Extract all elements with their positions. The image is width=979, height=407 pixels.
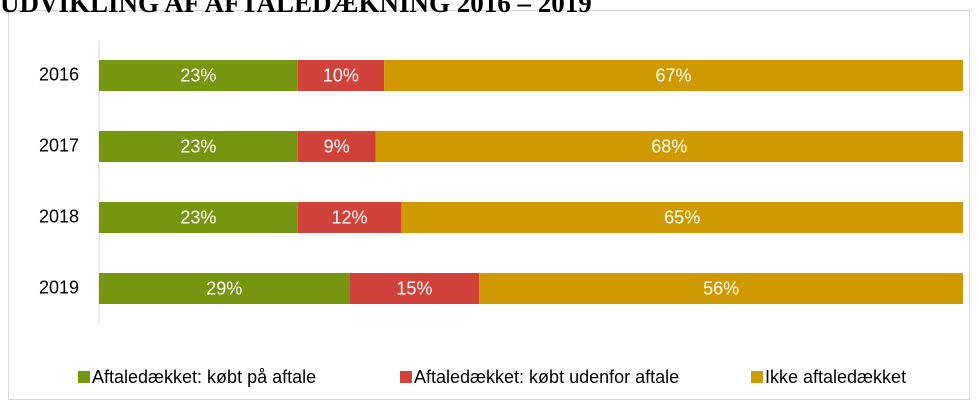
bar-segment [479, 273, 963, 304]
data-label: 65% [664, 207, 700, 227]
data-label: 67% [656, 65, 692, 85]
legend-swatch [78, 371, 90, 383]
bar-segment [297, 131, 376, 162]
bar-segment [349, 273, 480, 304]
y-tick-label: 2018 [39, 206, 79, 226]
y-tick-label: 2019 [39, 277, 79, 297]
y-tick-label: 2016 [39, 64, 79, 84]
data-label: 23% [180, 65, 216, 85]
data-label: 29% [206, 278, 242, 298]
bar-segment [99, 202, 298, 233]
y-tick-label: 2017 [39, 135, 79, 155]
bar-segment [401, 202, 963, 233]
bar-segment [297, 202, 402, 233]
data-label: 10% [323, 65, 359, 85]
bar-segment [99, 60, 298, 91]
chart-title: UDVIKLING AF AFTALEDÆKNING 2016 – 2019 [0, 0, 592, 18]
legend-label: Aftaledækket: købt på aftale [92, 367, 316, 387]
data-label: 9% [324, 136, 350, 156]
bar-segment [99, 273, 350, 304]
bar-segment [384, 60, 963, 91]
bar-segment [99, 131, 298, 162]
data-label: 15% [396, 278, 432, 298]
data-label: 23% [180, 136, 216, 156]
legend-label: Aftaledækket: købt udenfor aftale [414, 367, 679, 387]
bar-segment [297, 60, 385, 91]
legend-swatch [751, 371, 763, 383]
data-label: 12% [332, 207, 368, 227]
legend-label: Ikke aftaledækket [765, 367, 906, 387]
data-label: 56% [703, 278, 739, 298]
bar-segment [375, 131, 964, 162]
data-label: 68% [651, 136, 687, 156]
legend-swatch [400, 371, 412, 383]
data-label: 23% [180, 207, 216, 227]
